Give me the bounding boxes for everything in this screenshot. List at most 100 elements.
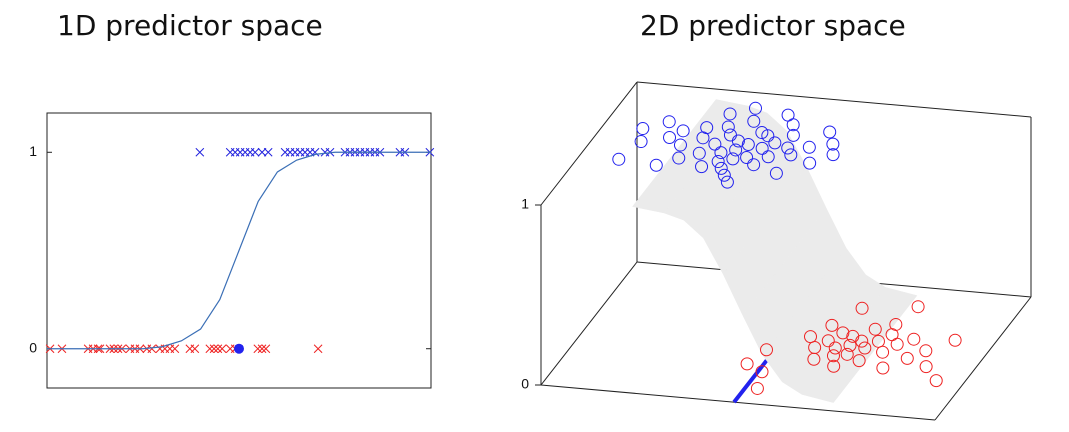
point [749, 101, 762, 115]
point [907, 332, 921, 346]
point [711, 155, 725, 169]
y-tick-label: 0 [29, 339, 37, 355]
point [823, 125, 837, 139]
point [729, 143, 743, 157]
point [695, 160, 709, 174]
point [804, 330, 817, 344]
box-edge [540, 384, 936, 421]
point [714, 146, 728, 160]
point [803, 156, 817, 170]
point [858, 341, 872, 355]
point [755, 141, 769, 155]
point [649, 158, 663, 172]
point [761, 129, 775, 143]
point [636, 122, 650, 136]
point [802, 140, 816, 154]
box-edge [540, 81, 638, 206]
chart-title: 1D predictor space [57, 9, 323, 42]
point [747, 158, 761, 172]
point [900, 351, 914, 365]
point [755, 126, 769, 140]
point [826, 148, 840, 162]
chart-title: 2D predictor space [640, 9, 906, 42]
point [720, 175, 734, 189]
point [929, 374, 943, 388]
point [855, 301, 869, 315]
point [676, 124, 690, 138]
point [721, 120, 735, 134]
point [205, 344, 215, 354]
point [717, 168, 731, 182]
box-edge [540, 261, 638, 386]
point [723, 107, 737, 121]
point [911, 300, 925, 314]
point [234, 343, 244, 354]
point [673, 138, 687, 152]
point [263, 147, 273, 157]
point [257, 344, 267, 354]
point [755, 365, 769, 379]
point [672, 151, 686, 165]
point [825, 318, 839, 332]
point [708, 137, 722, 151]
point [740, 357, 754, 371]
point [760, 343, 773, 357]
point [261, 344, 271, 354]
z-tick-label: 0 [521, 376, 529, 392]
point [876, 345, 890, 359]
point [726, 152, 740, 166]
point [826, 137, 840, 151]
point [807, 352, 821, 366]
point [692, 146, 706, 160]
box-edge [636, 81, 1032, 118]
point [769, 166, 783, 180]
point [700, 121, 714, 135]
point [786, 128, 800, 142]
point [750, 381, 764, 395]
point [714, 161, 728, 175]
point [741, 138, 755, 151]
point [740, 151, 754, 164]
point [890, 337, 904, 351]
point [747, 114, 761, 128]
point [662, 115, 676, 129]
point [821, 334, 835, 348]
box-edge [934, 296, 1032, 421]
point [612, 152, 626, 166]
point [250, 147, 260, 157]
point [217, 344, 227, 354]
point [723, 128, 737, 142]
y-tick-label: 1 [29, 143, 37, 159]
point [826, 349, 840, 363]
point [781, 108, 795, 122]
curve [47, 151, 431, 350]
point [889, 317, 903, 331]
point [852, 354, 866, 368]
z-tick-label: 1 [521, 196, 529, 212]
point [190, 344, 200, 354]
point [784, 148, 798, 162]
point [634, 135, 648, 149]
point [195, 147, 205, 157]
point [919, 344, 933, 358]
point [170, 344, 180, 354]
point [840, 347, 854, 361]
point [948, 333, 962, 347]
point [257, 147, 267, 157]
point [781, 141, 795, 155]
point [663, 131, 677, 144]
point [919, 360, 933, 374]
point [846, 329, 860, 343]
point [253, 344, 263, 354]
point [876, 361, 890, 375]
point [827, 359, 841, 373]
point [761, 150, 775, 164]
boundary-line [732, 359, 769, 404]
point [313, 344, 323, 354]
point [868, 322, 882, 336]
point [768, 136, 782, 150]
point [147, 344, 157, 354]
point [828, 341, 842, 355]
point [843, 338, 857, 352]
